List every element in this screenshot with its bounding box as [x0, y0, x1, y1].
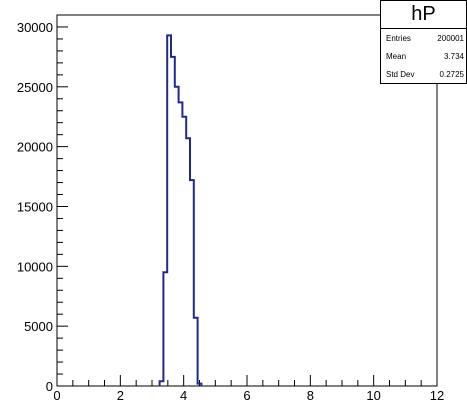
histogram-bin — [182, 117, 186, 386]
x-tick-label: 12 — [430, 388, 444, 403]
stats-value-stddev: 0.2725 — [439, 70, 464, 79]
x-tick-label: 10 — [366, 388, 380, 403]
x-tick-label: 4 — [180, 388, 187, 403]
stats-title: hP — [381, 1, 466, 29]
histogram-bin — [175, 87, 179, 386]
stats-label-stddev: Std Dev — [386, 70, 415, 79]
stats-box: hP Entries 200001 Mean 3.734 Std Dev 0.2… — [380, 0, 467, 84]
tick-labels: 0 2 4 6 8 10 12 0 5000 10000 15000 20000 25000 30000 — [17, 20, 444, 403]
x-tick-label: 0 — [53, 388, 60, 403]
x-tick-label: 2 — [117, 388, 124, 403]
axis-ticks — [56, 14, 438, 387]
stats-value-entries: 200001 — [437, 34, 464, 43]
stats-label-mean: Mean — [386, 52, 407, 61]
histogram-series — [158, 34, 203, 386]
y-tick-label: 5000 — [24, 319, 53, 334]
histogram-bin — [171, 57, 175, 386]
stats-row-mean: Mean 3.734 — [381, 47, 466, 65]
y-tick-label: 10000 — [17, 259, 53, 274]
x-tick-label: 8 — [307, 388, 314, 403]
histogram-outline — [158, 34, 203, 386]
x-tick-label: 6 — [243, 388, 250, 403]
stats-rows: Entries 200001 Mean 3.734 Std Dev 0.2725 — [381, 29, 466, 83]
stats-value-mean: 3.734 — [443, 52, 464, 61]
y-tick-label: 20000 — [17, 140, 53, 155]
y-tick-label: 25000 — [17, 80, 53, 95]
histogram-bin — [179, 102, 183, 386]
y-tick-label: 0 — [46, 379, 53, 394]
stats-label-entries: Entries — [386, 34, 411, 43]
stats-row-stddev: Std Dev 0.2725 — [381, 65, 466, 83]
y-tick-label: 30000 — [17, 20, 53, 35]
y-tick-label: 15000 — [17, 199, 53, 214]
stats-row-entries: Entries 200001 — [381, 29, 466, 47]
